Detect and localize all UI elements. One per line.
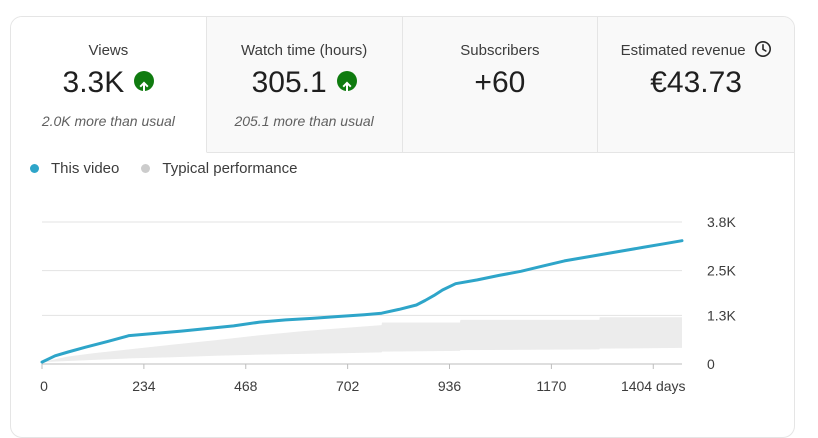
x-tick-label: 702 xyxy=(336,378,360,394)
x-tick-label: 468 xyxy=(234,378,258,394)
legend-item-this-video[interactable]: This video xyxy=(30,160,119,177)
this-video-line xyxy=(40,239,684,364)
legend-dot-typical xyxy=(141,164,151,173)
legend-label: Typical performance xyxy=(162,160,298,177)
metric-number: +60 xyxy=(474,66,526,100)
y-tick-label: 1.3K xyxy=(707,307,736,323)
x-tick-label: 234 xyxy=(132,378,156,394)
y-tick-label: 3.8K xyxy=(707,214,736,230)
legend-item-typical[interactable]: Typical performance xyxy=(141,160,297,177)
tab-views[interactable]: Views 3.3K 2.0K more than usual xyxy=(11,17,207,153)
tab-subscribers[interactable]: Subscribers +60 xyxy=(402,17,599,153)
metric-label: Subscribers xyxy=(460,42,540,59)
x-tick-label: 1170 xyxy=(536,378,566,394)
analytics-card: Views 3.3K 2.0K more than usual Watch ti… xyxy=(10,16,795,438)
metric-label-text: Estimated revenue xyxy=(620,42,746,59)
arrow-up-icon xyxy=(134,71,155,93)
y-tick-label: 0 xyxy=(707,356,715,372)
metric-label: Views xyxy=(88,42,129,59)
x-tick-label: 936 xyxy=(438,378,462,394)
tab-watch-time[interactable]: Watch time (hours) 305.1 205.1 more than… xyxy=(206,17,403,153)
metric-value: 3.3K xyxy=(11,65,206,100)
chart-legend: This video Typical performance xyxy=(30,160,319,177)
metric-label: Watch time (hours) xyxy=(241,42,368,59)
arrow-up-icon xyxy=(336,71,357,93)
metric-note: 205.1 more than usual xyxy=(234,113,374,129)
metric-value: €43.73 xyxy=(598,65,794,100)
tab-estimated-revenue[interactable]: Estimated revenue €43.73 xyxy=(598,17,794,153)
views-chart: 0 1.3K 2.5K 3.8K 0 234 468 702 936 1170 1404 days xyxy=(40,214,736,394)
metric-label: Estimated revenue xyxy=(598,40,794,60)
metric-note: 2.0K more than usual xyxy=(41,113,175,129)
metric-number: 305.1 xyxy=(251,66,327,100)
legend-dot-this-video xyxy=(30,164,39,173)
legend-label: This video xyxy=(51,160,120,177)
metric-tabs: Views 3.3K 2.0K more than usual Watch ti… xyxy=(11,17,794,153)
x-tick-label: 0 xyxy=(40,378,48,394)
metric-number: €43.73 xyxy=(650,66,742,100)
metric-number: 3.3K xyxy=(62,66,125,100)
metric-value: +60 xyxy=(403,65,598,100)
x-tick-label: 1404 days xyxy=(621,378,686,394)
y-tick-label: 2.5K xyxy=(707,263,736,279)
typical-performance-band xyxy=(42,317,682,363)
metric-value: 305.1 xyxy=(207,65,402,100)
clock-icon[interactable] xyxy=(754,40,772,58)
